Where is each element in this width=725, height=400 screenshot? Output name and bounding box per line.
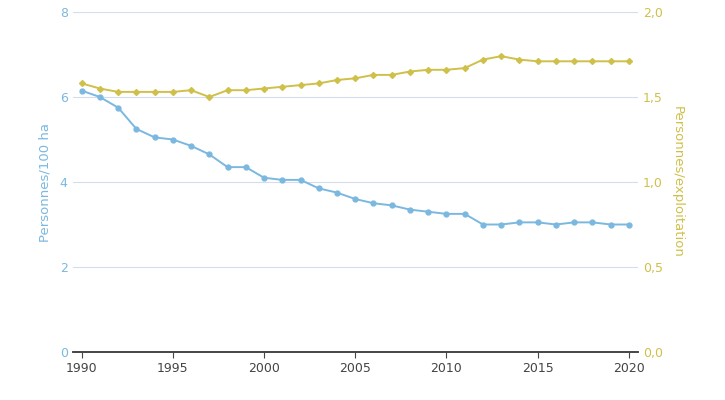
Y-axis label: Personnes/exploitation: Personnes/exploitation [671, 106, 684, 258]
Y-axis label: Personnes/100 ha: Personnes/100 ha [38, 122, 51, 242]
